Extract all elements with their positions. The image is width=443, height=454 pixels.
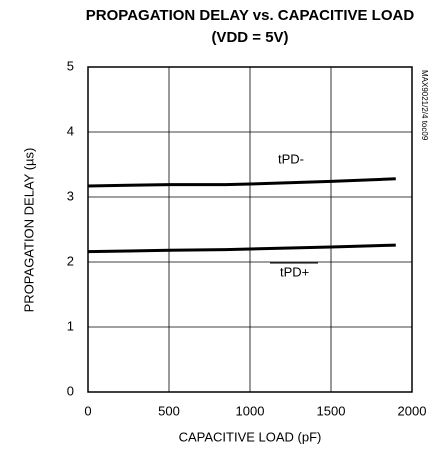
x-tick-label: 0 bbox=[84, 403, 91, 418]
x-tick-label: 1000 bbox=[236, 403, 265, 418]
y-tick-label: 4 bbox=[67, 123, 74, 138]
series-label: tPD+ bbox=[280, 264, 309, 279]
y-tick-label: 2 bbox=[67, 253, 74, 268]
y-tick-label: 0 bbox=[67, 383, 74, 398]
x-tick-label: 500 bbox=[158, 403, 180, 418]
chart-title: PROPAGATION DELAY vs. CAPACITIVE LOAD bbox=[86, 7, 415, 24]
y-tick-label: 5 bbox=[67, 58, 74, 73]
side-note: MAX9021/2/4 toc09 bbox=[420, 70, 429, 141]
chart-subtitle: (VDD = 5V) bbox=[211, 29, 288, 46]
series-label: tPD- bbox=[278, 151, 304, 166]
series-line bbox=[87, 177, 396, 188]
y-tick-label: 1 bbox=[67, 318, 74, 333]
plot-frame bbox=[87, 66, 413, 393]
x-tick-label: 2000 bbox=[398, 403, 427, 418]
y-tick-label: 3 bbox=[67, 188, 74, 203]
y-axis-label: PROPAGATION DELAY (µs) bbox=[21, 148, 36, 313]
series-line bbox=[87, 243, 396, 254]
x-axis-label: CAPACITIVE LOAD (pF) bbox=[179, 429, 322, 444]
x-tick-label: 1500 bbox=[317, 403, 346, 418]
